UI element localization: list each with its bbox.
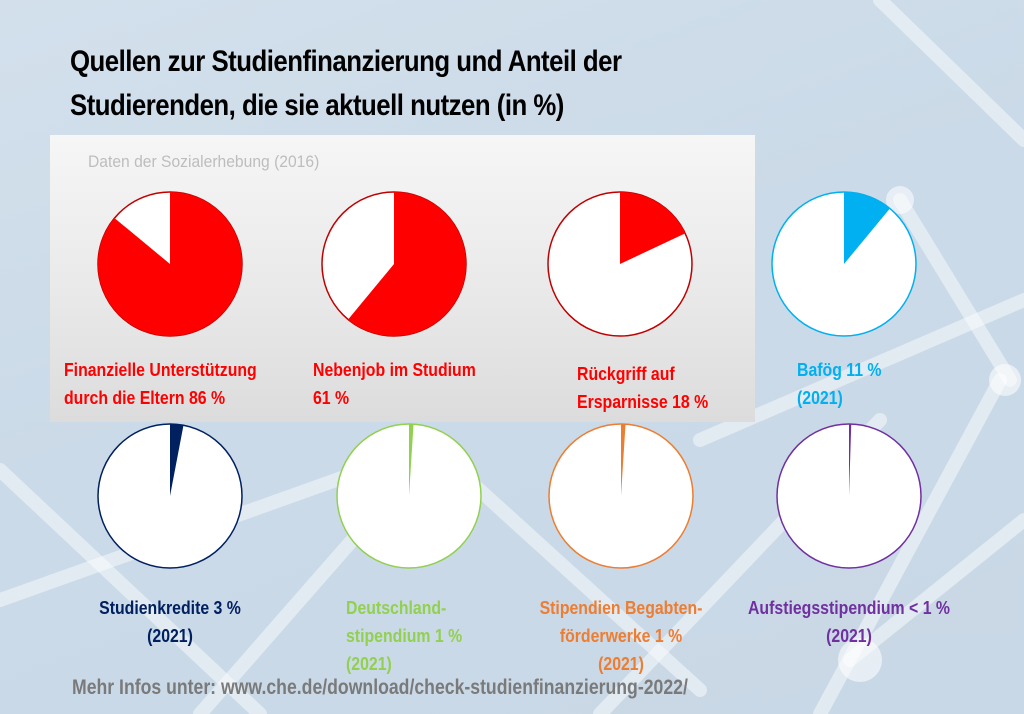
pie-slice <box>621 424 626 496</box>
pie-chart <box>96 190 244 338</box>
pie-slice <box>849 424 852 496</box>
pie-slice <box>409 424 414 496</box>
pie-label: Studienkredite 3 % (2021) <box>38 594 302 650</box>
pie-label-line: (2021) <box>346 654 392 674</box>
pie-label: Rückgriff auf Ersparnisse 18 % <box>577 360 708 416</box>
pie-label-line: Finanzielle Unterstützung <box>64 360 257 380</box>
pie-label: Aufstiegsstipendium < 1 % (2021) <box>717 594 981 650</box>
chart-subtitle: Daten der Sozialerhebung (2016) <box>88 152 320 171</box>
pie-label-line: Studienkredite 3 % <box>99 598 241 618</box>
pie-label: Finanzielle Unterstützung durch die Elter… <box>64 356 257 412</box>
pie-chart <box>775 422 923 570</box>
pie-label: Stipendien Begabten-förderwerke 1 % (2021… <box>489 594 753 678</box>
pie-label-line: Stipendien Begabten- <box>539 598 703 618</box>
pie-label-line: (2021) <box>797 388 843 408</box>
pie-chart <box>320 190 468 338</box>
pie-label: Deutschland-stipendium 1 % (2021) <box>346 594 462 678</box>
pie-label-line: (2021) <box>826 626 872 646</box>
pie-chart <box>770 190 918 338</box>
pie-label-line: förderwerke 1 % <box>559 626 683 646</box>
chart-title: Quellen zur Studienfinanzierung und Ante… <box>70 40 758 128</box>
pie-label-line: Ersparnisse 18 % <box>577 392 709 412</box>
pie-chart <box>96 422 244 570</box>
pie-label-line: Bafög 11 % <box>797 360 882 380</box>
chart-title-line-2: Studierenden, die sie aktuell nutzen (in… <box>70 89 564 122</box>
chart-title-line-1: Quellen zur Studienfinanzierung und Ante… <box>70 45 622 78</box>
pie-label-line: (2021) <box>147 626 193 646</box>
pie-label: Nebenjob im Studium 61 % <box>313 356 476 412</box>
pie-chart <box>547 422 695 570</box>
footer-link-text: Mehr Infos unter: www.che.de/download/ch… <box>72 676 688 699</box>
pie-slice <box>98 192 243 336</box>
pie-label-line: Nebenjob im Studium <box>313 360 476 380</box>
pie-label-line: durch die Eltern 86 % <box>64 388 226 408</box>
pie-chart <box>335 422 483 570</box>
pie-label-line: stipendium 1 % <box>346 626 463 646</box>
pie-slice <box>620 192 686 264</box>
pie-chart <box>546 190 694 338</box>
pie-label: Bafög 11 % (2021) <box>797 356 882 412</box>
pie-slice <box>348 192 467 336</box>
pie-label-line: Rückgriff auf <box>577 364 675 384</box>
pie-slice <box>844 192 890 264</box>
pie-label-line: (2021) <box>598 654 644 674</box>
pie-label-line: 61 % <box>313 388 350 408</box>
pie-label-line: Aufstiegsstipendium < 1 % <box>747 598 950 618</box>
pie-label-line: Deutschland- <box>346 598 447 618</box>
pie-slice <box>170 424 184 496</box>
